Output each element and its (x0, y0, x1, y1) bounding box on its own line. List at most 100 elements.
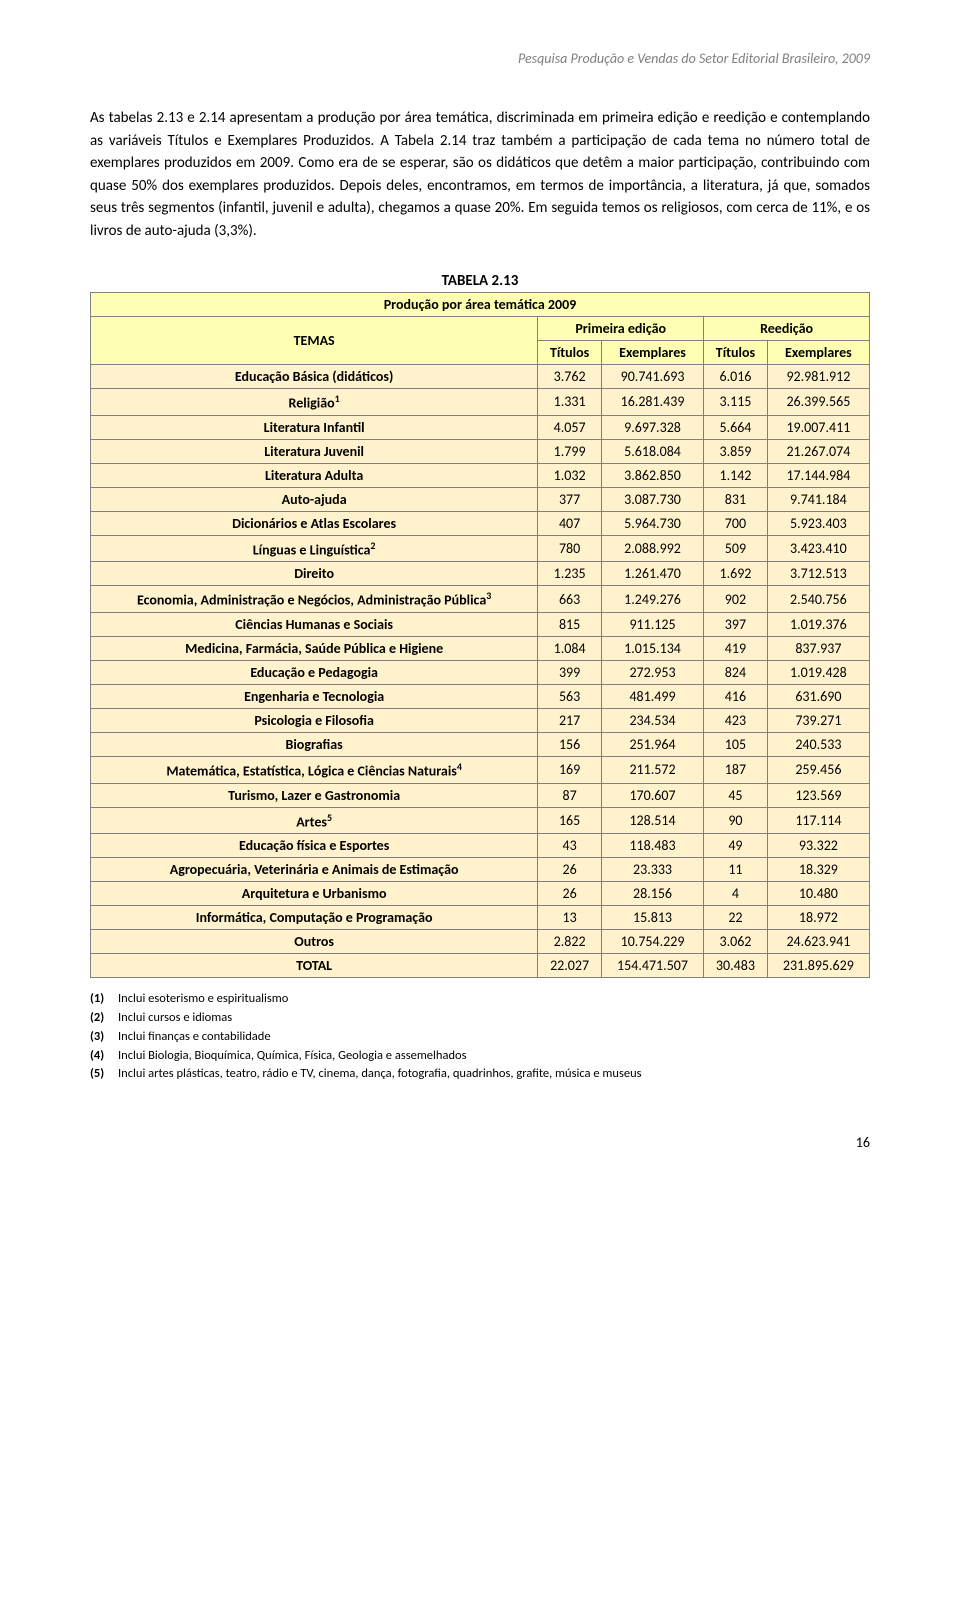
theme-cell: Biografias (91, 732, 538, 756)
value-cell: 2.540.756 (767, 586, 869, 613)
value-cell: 4.057 (538, 415, 602, 439)
footnote: (1)Inclui esoterismo e espiritualismo (90, 990, 870, 1009)
theme-cell: Matemática, Estatística, Lógica e Ciênci… (91, 756, 538, 783)
value-cell: 824 (704, 660, 768, 684)
table-row: Educação Básica (didáticos)3.76290.741.6… (91, 365, 870, 389)
value-cell: 30.483 (704, 954, 768, 978)
value-cell: 23.333 (601, 858, 703, 882)
value-cell: 3.423.410 (767, 535, 869, 562)
value-cell: 9.741.184 (767, 487, 869, 511)
value-cell: 259.456 (767, 756, 869, 783)
table-row: Artes5165128.51490117.114 (91, 807, 870, 834)
theme-cell: Agropecuária, Veterinária e Animais de E… (91, 858, 538, 882)
value-cell: 419 (704, 636, 768, 660)
value-cell: 663 (538, 586, 602, 613)
footnote-text: Inclui esoterismo e espiritualismo (118, 990, 288, 1009)
value-cell: 3.862.850 (601, 463, 703, 487)
theme-cell: Psicologia e Filosofia (91, 708, 538, 732)
value-cell: 4 (704, 882, 768, 906)
value-cell: 16.281.439 (601, 389, 703, 416)
theme-cell: Literatura Adulta (91, 463, 538, 487)
value-cell: 240.533 (767, 732, 869, 756)
theme-cell: Educação e Pedagogia (91, 660, 538, 684)
footnote-text: Inclui artes plásticas, teatro, rádio e … (118, 1065, 642, 1084)
value-cell: 251.964 (601, 732, 703, 756)
value-cell: 739.271 (767, 708, 869, 732)
value-cell: 1.032 (538, 463, 602, 487)
value-cell: 17.144.984 (767, 463, 869, 487)
footnote-text: Inclui cursos e idiomas (118, 1009, 232, 1028)
value-cell: 90 (704, 807, 768, 834)
value-cell: 45 (704, 783, 768, 807)
value-cell: 700 (704, 511, 768, 535)
table-row: Biografias156251.964105240.533 (91, 732, 870, 756)
value-cell: 26 (538, 882, 602, 906)
value-cell: 815 (538, 612, 602, 636)
col-primeira: Primeira edição (538, 317, 704, 341)
value-cell: 3.762 (538, 365, 602, 389)
value-cell: 1.142 (704, 463, 768, 487)
theme-cell: Línguas e Linguística2 (91, 535, 538, 562)
value-cell: 1.084 (538, 636, 602, 660)
value-cell: 105 (704, 732, 768, 756)
value-cell: 902 (704, 586, 768, 613)
value-cell: 26.399.565 (767, 389, 869, 416)
value-cell: 118.483 (601, 834, 703, 858)
footnote-number: (2) (90, 1009, 118, 1028)
footnote-number: (4) (90, 1047, 118, 1066)
value-cell: 3.115 (704, 389, 768, 416)
theme-cell: Informática, Computação e Programação (91, 906, 538, 930)
value-cell: 15.813 (601, 906, 703, 930)
value-cell: 187 (704, 756, 768, 783)
value-cell: 377 (538, 487, 602, 511)
footnote: (4)Inclui Biologia, Bioquímica, Química,… (90, 1047, 870, 1066)
value-cell: 28.156 (601, 882, 703, 906)
col-reedicao: Reedição (704, 317, 870, 341)
value-cell: 26 (538, 858, 602, 882)
value-cell: 3.859 (704, 439, 768, 463)
theme-cell: TOTAL (91, 954, 538, 978)
table-row: Outros2.82210.754.2293.06224.623.941 (91, 930, 870, 954)
theme-cell: Turismo, Lazer e Gastronomia (91, 783, 538, 807)
footnote: (5)Inclui artes plásticas, teatro, rádio… (90, 1065, 870, 1084)
footnote-number: (1) (90, 990, 118, 1009)
table-row: Religião11.33116.281.4393.11526.399.565 (91, 389, 870, 416)
table-header-row-1: Produção por área temática 2009 (91, 293, 870, 317)
theme-cell: Medicina, Farmácia, Saúde Pública e Higi… (91, 636, 538, 660)
value-cell: 234.534 (601, 708, 703, 732)
theme-cell: Artes5 (91, 807, 538, 834)
value-cell: 2.822 (538, 930, 602, 954)
footnote-text: Inclui finanças e contabilidade (118, 1028, 271, 1047)
theme-cell: Educação física e Esportes (91, 834, 538, 858)
value-cell: 10.754.229 (601, 930, 703, 954)
value-cell: 24.623.941 (767, 930, 869, 954)
value-cell: 1.019.376 (767, 612, 869, 636)
value-cell: 87 (538, 783, 602, 807)
value-cell: 5.964.730 (601, 511, 703, 535)
value-cell: 13 (538, 906, 602, 930)
value-cell: 1.015.134 (601, 636, 703, 660)
value-cell: 5.618.084 (601, 439, 703, 463)
value-cell: 22.027 (538, 954, 602, 978)
body-paragraph: As tabelas 2.13 e 2.14 apresentam a prod… (90, 107, 870, 242)
footnotes: (1)Inclui esoterismo e espiritualismo(2)… (90, 990, 870, 1084)
value-cell: 1.692 (704, 562, 768, 586)
value-cell: 154.471.507 (601, 954, 703, 978)
value-cell: 10.480 (767, 882, 869, 906)
value-cell: 128.514 (601, 807, 703, 834)
table-row: Ciências Humanas e Sociais815911.1253971… (91, 612, 870, 636)
value-cell: 837.937 (767, 636, 869, 660)
value-cell: 481.499 (601, 684, 703, 708)
value-cell: 399 (538, 660, 602, 684)
footnote: (2)Inclui cursos e idiomas (90, 1009, 870, 1028)
theme-cell: Educação Básica (didáticos) (91, 365, 538, 389)
table-body: Educação Básica (didáticos)3.76290.741.6… (91, 365, 870, 978)
page-number: 16 (90, 1134, 870, 1151)
value-cell: 416 (704, 684, 768, 708)
table-subtitle: Produção por área temática 2009 (91, 293, 870, 317)
value-cell: 9.697.328 (601, 415, 703, 439)
table-row: Direito1.2351.261.4701.6923.712.513 (91, 562, 870, 586)
value-cell: 19.007.411 (767, 415, 869, 439)
value-cell: 217 (538, 708, 602, 732)
data-table: Produção por área temática 2009 TEMAS Pr… (90, 292, 870, 978)
